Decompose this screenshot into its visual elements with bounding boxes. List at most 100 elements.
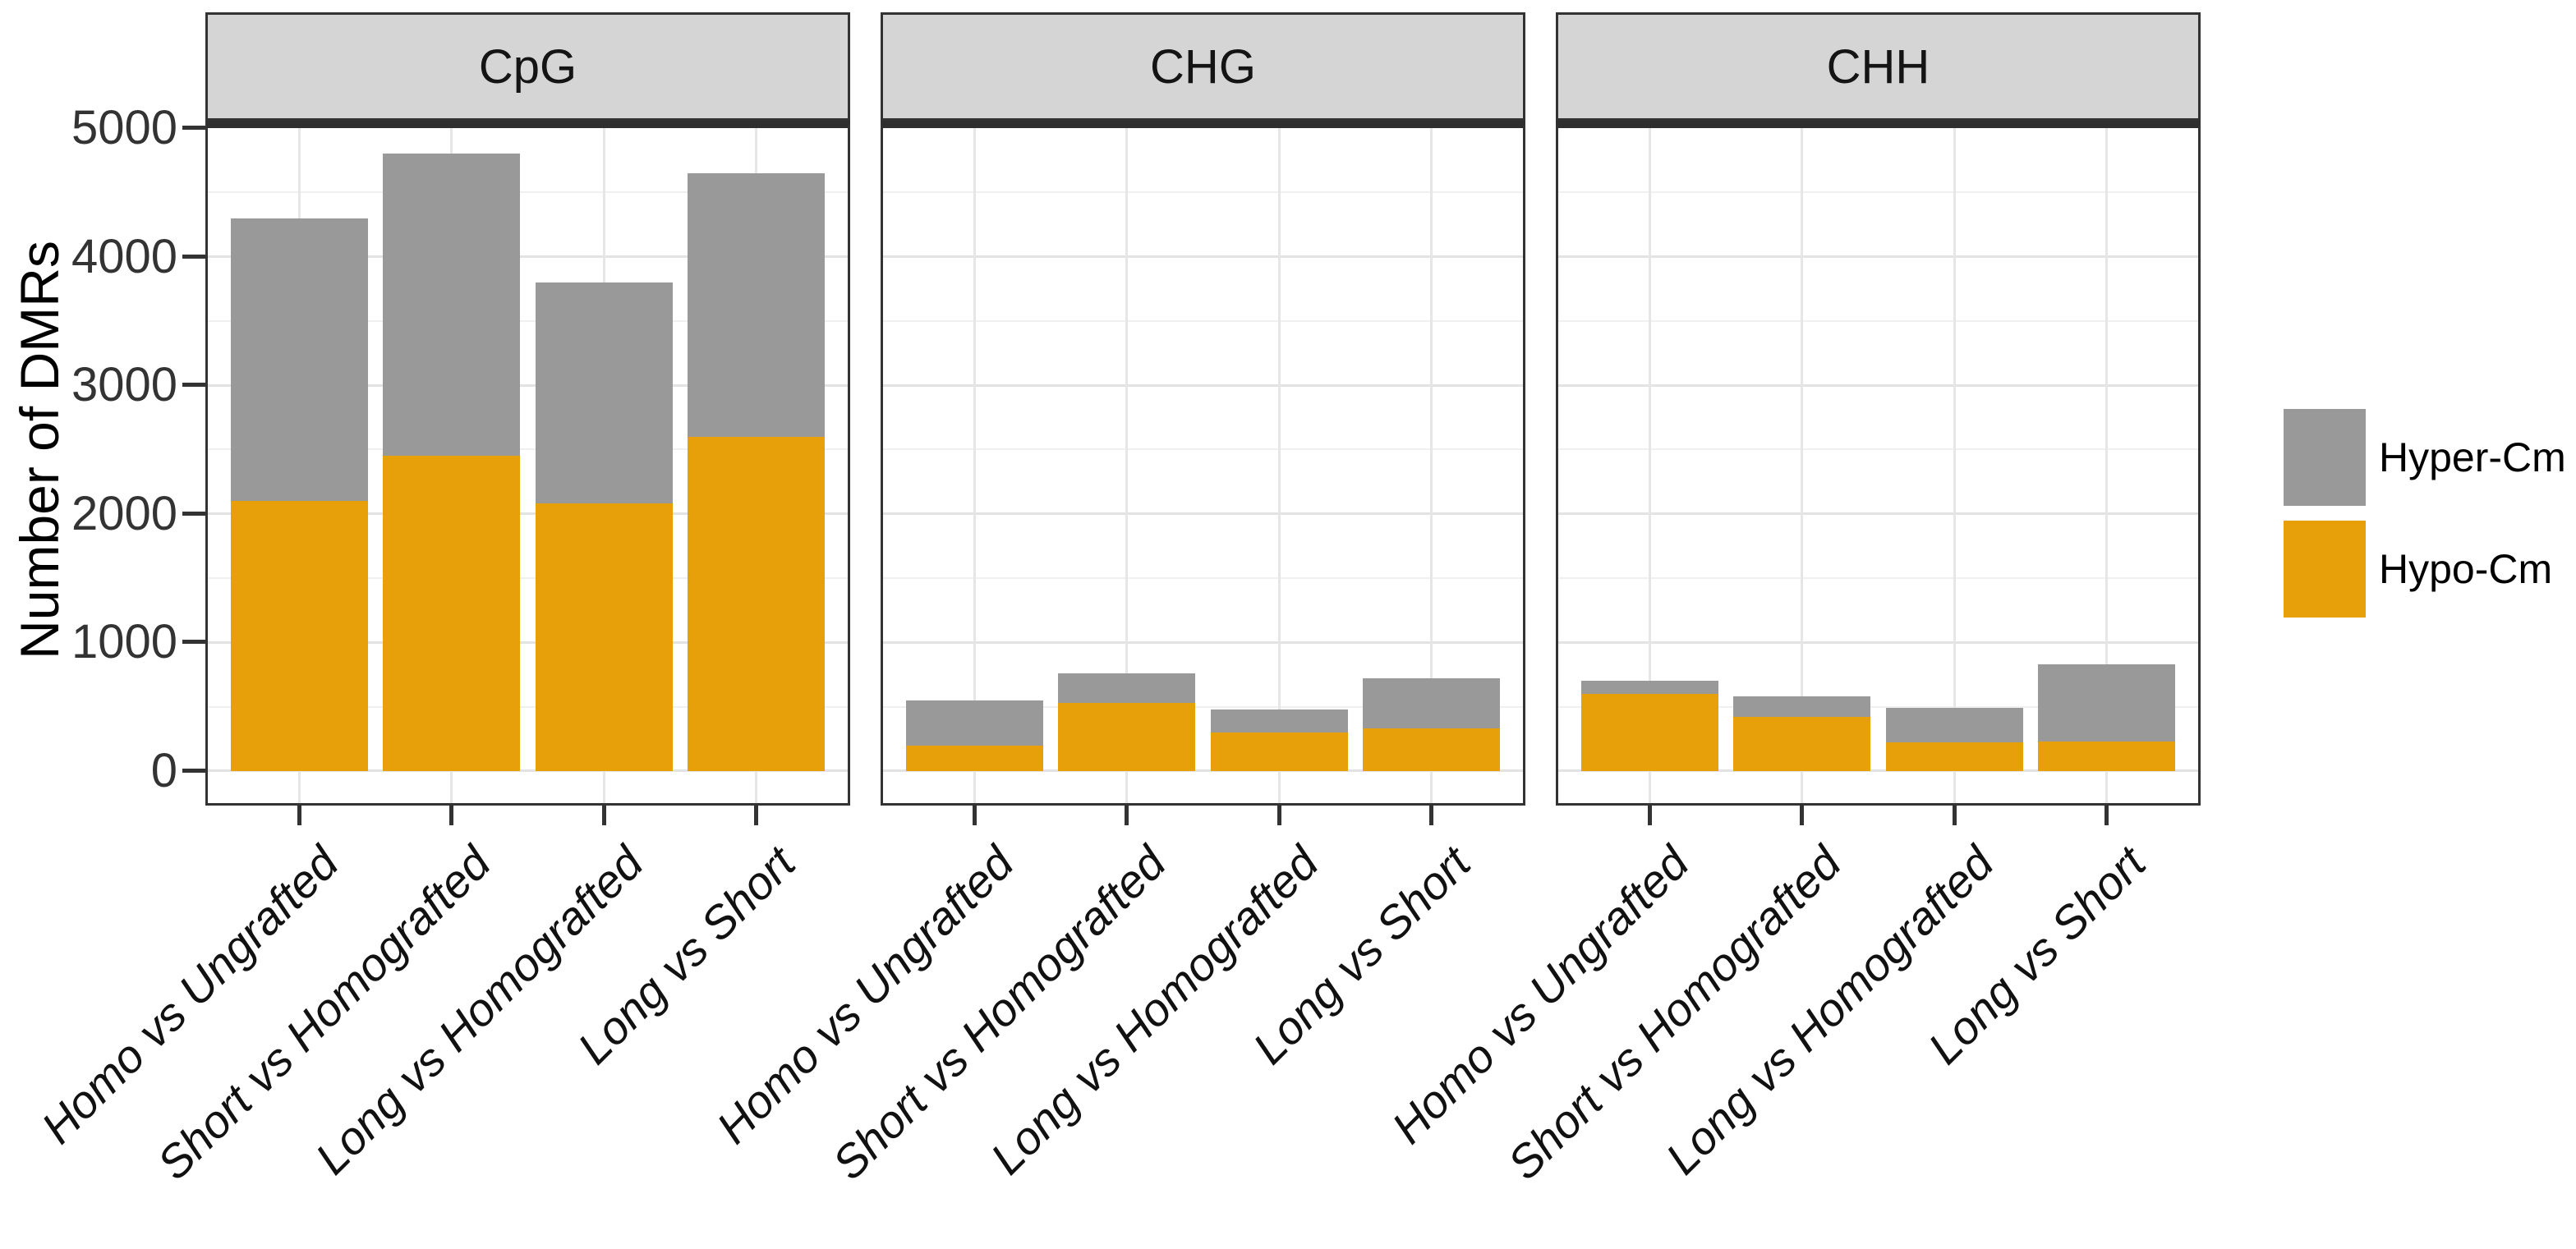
gridline-minor <box>883 577 1523 579</box>
y-tick-label: 4000 <box>71 229 177 283</box>
gridline-minor <box>883 191 1523 194</box>
y-tick-mark <box>182 768 205 773</box>
legend-label: Hyper-Cm <box>2379 434 2566 480</box>
x-tick-mark <box>1952 806 1957 825</box>
gridline-minor <box>208 319 848 322</box>
bar-CpG-4 <box>688 172 826 771</box>
legend-item: Hypo-Cm <box>2284 521 2566 618</box>
bar-segment-hypo <box>230 501 368 771</box>
bar-CHG-1 <box>905 700 1043 771</box>
bar-segment-hyper <box>383 154 521 457</box>
bar-segment-hyper <box>1733 696 1871 718</box>
gridline-major <box>883 769 1523 773</box>
gridline-major <box>208 769 848 773</box>
gridline-vertical <box>1277 128 1281 803</box>
x-tick-mark <box>2104 806 2109 825</box>
bar-CHH-2 <box>1733 696 1871 771</box>
bar-segment-hyper <box>535 282 673 504</box>
facet-strip: CpG <box>205 12 850 121</box>
gridline-minor <box>208 448 848 451</box>
gridline-minor <box>883 448 1523 451</box>
gridline-vertical <box>1125 128 1129 803</box>
x-tick-mark <box>1647 806 1652 825</box>
legend-key-hypo <box>2284 521 2366 618</box>
gridline-vertical <box>1430 128 1433 803</box>
facet-strip-label: CpG <box>478 39 577 94</box>
bar-segment-hypo <box>383 456 521 771</box>
plot-panel <box>881 121 1525 806</box>
facet-strip-label: CHH <box>1826 39 1930 94</box>
bar-CHH-1 <box>1580 681 1718 771</box>
gridline-major <box>208 255 848 259</box>
bar-CpG-1 <box>230 218 368 771</box>
bar-CHH-4 <box>2038 664 2176 771</box>
gridline-minor <box>1558 448 2198 451</box>
bar-segment-hyper <box>1580 681 1718 694</box>
gridline-major <box>883 255 1523 259</box>
bar-segment-hypo <box>1733 717 1871 771</box>
gridline-minor <box>208 705 848 708</box>
bar-segment-hypo <box>1580 693 1718 771</box>
gridline-minor <box>883 705 1523 708</box>
bar-segment-hypo <box>2038 741 2176 771</box>
bar-segment-hyper <box>905 700 1043 746</box>
bar-segment-hyper <box>1210 709 1348 732</box>
y-tick-label: 0 <box>150 743 177 797</box>
legend-key-hyper <box>2284 409 2366 506</box>
gridline-major <box>208 383 848 387</box>
gridline-minor <box>1558 319 2198 322</box>
bar-segment-hypo <box>688 436 826 771</box>
gridline-vertical <box>1953 128 1956 803</box>
bar-CHH-3 <box>1885 708 2023 771</box>
gridline-minor <box>1558 577 2198 579</box>
x-tick-mark <box>449 806 454 825</box>
bar-CpG-3 <box>535 282 673 771</box>
gridline-minor <box>1558 191 2198 194</box>
facet-strip: CHG <box>881 12 1525 121</box>
bar-segment-hypo <box>1363 728 1501 771</box>
legend-label: Hypo-Cm <box>2379 546 2553 592</box>
gridline-minor <box>208 191 848 194</box>
gridline-minor <box>208 577 848 579</box>
x-tick-mark <box>972 806 977 825</box>
facet-strip: CHH <box>1556 12 2201 121</box>
gridline-major <box>1558 255 2198 259</box>
x-tick-mark <box>1276 806 1281 825</box>
bar-CHG-4 <box>1363 678 1501 771</box>
y-tick-mark <box>182 383 205 388</box>
x-tick-label: Homo vs Ungrafted <box>30 836 348 1154</box>
bar-segment-hyper <box>1885 708 2023 743</box>
legend-item: Hyper-Cm <box>2284 409 2566 506</box>
y-tick-mark <box>182 640 205 645</box>
x-tick-mark <box>1429 806 1434 825</box>
legend: Hyper-Cm Hypo-Cm <box>2284 409 2566 632</box>
gridline-major <box>883 641 1523 644</box>
x-tick-mark <box>601 806 606 825</box>
bar-segment-hypo <box>1885 742 2023 771</box>
x-tick-mark <box>754 806 759 825</box>
gridline-major <box>1558 641 2198 644</box>
gridline-major <box>1558 383 2198 387</box>
bar-segment-hyper <box>230 218 368 502</box>
bar-CHG-2 <box>1058 673 1196 771</box>
y-tick-label: 1000 <box>71 615 177 669</box>
gridline-vertical <box>1648 128 1651 803</box>
y-tick-label: 2000 <box>71 486 177 540</box>
facet-strip-label: CHG <box>1150 39 1256 94</box>
x-tick-mark <box>1125 806 1129 825</box>
gridline-vertical <box>2105 128 2109 803</box>
y-tick-label: 3000 <box>71 358 177 412</box>
bar-CHG-3 <box>1210 709 1348 771</box>
bar-segment-hypo <box>1058 702 1196 771</box>
bar-segment-hypo <box>1210 732 1348 771</box>
gridline-minor <box>883 319 1523 322</box>
gridline-major <box>883 383 1523 387</box>
gridline-major <box>883 512 1523 516</box>
bar-CpG-2 <box>383 154 521 771</box>
y-tick-mark <box>182 126 205 130</box>
gridline-vertical <box>973 128 976 803</box>
bar-segment-hypo <box>905 745 1043 771</box>
plot-panel <box>1556 121 2201 806</box>
gridline-major <box>208 641 848 644</box>
